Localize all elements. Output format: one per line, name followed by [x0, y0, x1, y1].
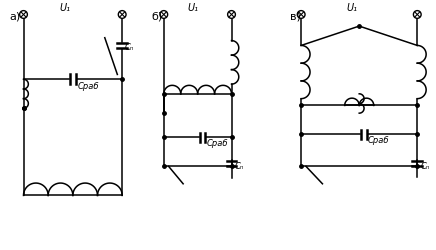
Text: U₁: U₁	[60, 2, 71, 12]
Circle shape	[228, 12, 235, 19]
Circle shape	[413, 12, 421, 19]
Text: U₁: U₁	[187, 2, 198, 12]
Text: Cраб: Cраб	[206, 139, 228, 148]
Text: U₁: U₁	[346, 2, 357, 12]
Text: Cраб: Cраб	[78, 82, 99, 91]
Text: б): б)	[151, 12, 163, 22]
Text: а): а)	[9, 12, 20, 22]
Text: в): в)	[290, 12, 300, 22]
Text: Cₙ: Cₙ	[420, 161, 429, 170]
Text: Cₙ: Cₙ	[125, 42, 134, 51]
Circle shape	[297, 12, 305, 19]
Circle shape	[160, 12, 168, 19]
Text: Cₙ: Cₙ	[235, 161, 244, 170]
Circle shape	[20, 12, 27, 19]
Circle shape	[118, 12, 126, 19]
Text: Cраб: Cраб	[368, 136, 389, 145]
